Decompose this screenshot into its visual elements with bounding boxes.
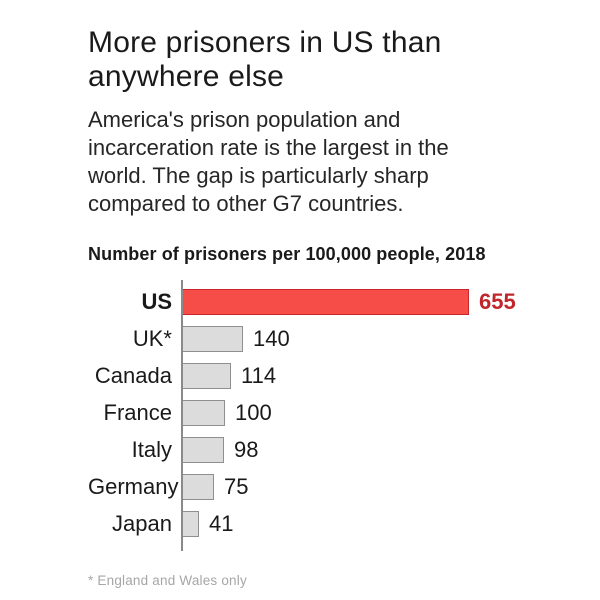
chart-row: Canada 114 bbox=[88, 363, 588, 389]
bar-value: 140 bbox=[253, 326, 290, 351]
bar bbox=[181, 437, 224, 463]
bar bbox=[181, 400, 225, 426]
bar-area: 100 bbox=[181, 400, 588, 426]
chart-row: UK* 140 bbox=[88, 326, 588, 352]
bar-label: Canada bbox=[94, 363, 172, 388]
bar bbox=[181, 326, 243, 352]
bar-value: 100 bbox=[235, 400, 272, 425]
bar bbox=[181, 289, 469, 315]
chart-row: US 655 bbox=[88, 289, 588, 315]
bar-chart: US 655 UK* 140 Canada 114 France 100 Italy 98 Germ… bbox=[88, 280, 588, 551]
chart-rows: US 655 UK* 140 Canada 114 France 100 Italy 98 Germ… bbox=[88, 289, 588, 537]
page-subtitle: America's prison population and incarcer… bbox=[88, 107, 449, 216]
bar-area: 41 bbox=[181, 511, 588, 537]
bar bbox=[181, 474, 214, 500]
bar-area: 75 bbox=[181, 474, 588, 500]
bar-area: 140 bbox=[181, 326, 588, 352]
bar-value: 98 bbox=[234, 437, 259, 462]
bar-value: 655 bbox=[479, 289, 516, 314]
page-title: More prisoners in US than anywhere else bbox=[88, 26, 442, 93]
bar-area: 114 bbox=[181, 363, 588, 389]
bar-label: US bbox=[141, 289, 172, 314]
bar-value: 41 bbox=[209, 511, 234, 536]
bar-label: France bbox=[103, 400, 172, 425]
bar-label: Germany bbox=[88, 474, 179, 499]
bar bbox=[181, 511, 199, 537]
bar-value: 114 bbox=[241, 363, 277, 388]
chart-row: France 100 bbox=[88, 400, 588, 426]
bar-value: 75 bbox=[224, 474, 249, 499]
footnote: * England and Wales only bbox=[88, 573, 247, 588]
chart-row: Germany 75 bbox=[88, 474, 588, 500]
chart-row: Italy 98 bbox=[88, 437, 588, 463]
chart-row: Japan 41 bbox=[88, 511, 588, 537]
bar-area: 655 bbox=[181, 289, 588, 315]
chart-heading: Number of prisoners per 100,000 people, … bbox=[88, 244, 486, 264]
bar-area: 98 bbox=[181, 437, 588, 463]
bar bbox=[181, 363, 231, 389]
y-axis-line bbox=[181, 280, 183, 551]
bar-label: UK* bbox=[132, 326, 172, 351]
bar-label: Italy bbox=[131, 437, 172, 462]
bar-label: Japan bbox=[112, 511, 172, 536]
